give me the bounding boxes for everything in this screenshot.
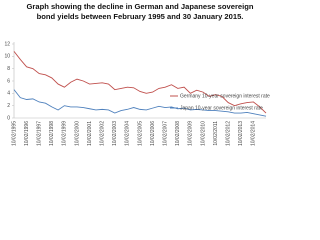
x-tick-label: 10/02/2008: [175, 121, 181, 146]
y-tick-label: 0: [7, 115, 10, 121]
y-tick-label: 8: [7, 66, 10, 72]
y-tick-label: 12: [4, 41, 10, 47]
x-tick-label: 10/02/2013: [238, 121, 244, 146]
x-tick-label: 10/02/2002: [100, 121, 106, 146]
x-tick-label: 10/02/2009: [188, 121, 194, 146]
line-series: [13, 51, 267, 114]
x-tick-label: 10/02/2004: [125, 121, 131, 146]
plot: 0 2 4 6 8 10 12 10/02/1995 10/02/1996 10/02/1997 1…: [4, 41, 270, 146]
x-tick-label: 10/02/2006: [150, 121, 156, 146]
x-tick-label: 10/02/2003: [112, 121, 118, 146]
y-tick-label: 2: [7, 103, 10, 109]
x-tick-label: 10/02/2014: [251, 121, 257, 146]
legend-label: Japan 10-year sovereign interest rate: [180, 105, 263, 111]
x-tick-label: 10/02/1996: [24, 121, 30, 146]
x-tick-label: 10/02/1995: [11, 121, 17, 146]
y-tick-label: 6: [7, 78, 10, 84]
x-tick-label: 10/02/2011: [213, 121, 219, 146]
x-tick-label: 10/02/1997: [37, 121, 43, 146]
legend-label: Germany 10-year sovereign interest rate: [180, 93, 270, 99]
x-tick-label: 10/02/2007: [163, 121, 169, 146]
x-tick-label: 10/02/1999: [62, 121, 68, 146]
line-series: [13, 89, 267, 117]
y-tick-label: 4: [7, 91, 10, 97]
x-tick-label: 10/02/2000: [74, 121, 80, 146]
x-tick-label: 10/02/2010: [200, 121, 206, 146]
chart: Graph showing the decline in German and …: [4, 2, 270, 146]
x-tick-label: 10/02/2012: [226, 121, 232, 146]
y-tick-label: 10: [4, 54, 10, 60]
chart-title: Graph showing the decline in German and …: [26, 2, 254, 21]
x-tick-label: 10/02/1998: [49, 121, 55, 146]
x-tick-label: 10/02/2001: [87, 121, 93, 146]
x-tick-label: 10/02/2005: [137, 121, 143, 146]
